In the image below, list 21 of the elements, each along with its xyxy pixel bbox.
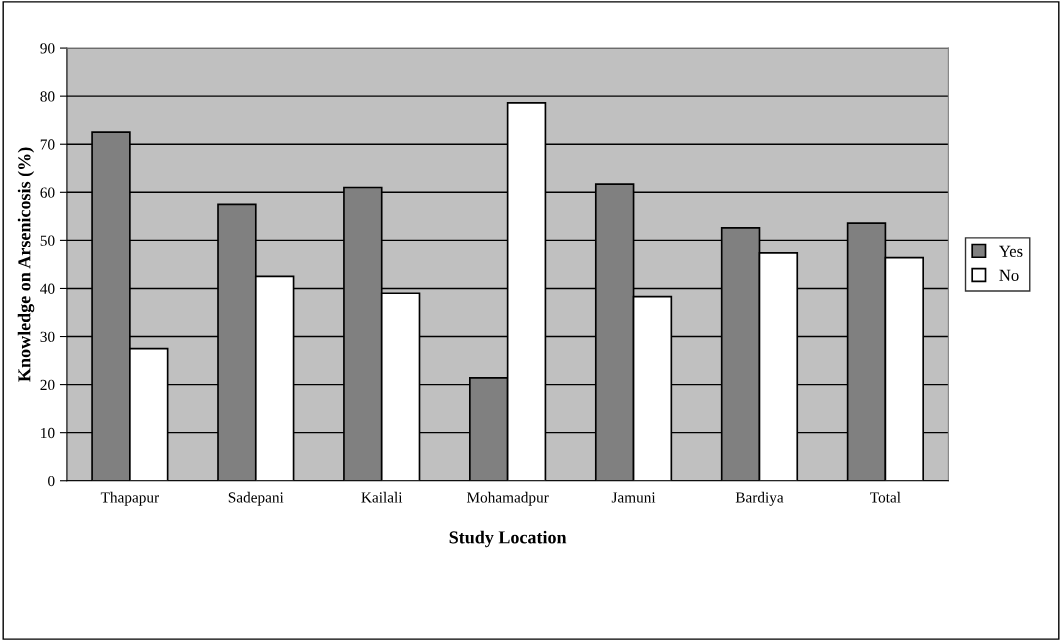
x-tick-label: Mohamadpur (466, 491, 549, 506)
legend-label: No (999, 269, 1019, 281)
y-tick-label: 0 (48, 475, 55, 487)
y-tick-label: 40 (40, 283, 55, 294)
x-axis-title: Study Location (449, 530, 567, 548)
y-tick-label: 60 (40, 187, 55, 198)
x-tick-label: Jamuni (611, 492, 656, 503)
x-tick-label: Kailali (361, 491, 403, 503)
x-tick-label: Sadepani (228, 491, 284, 506)
x-tick-label: Total (870, 491, 901, 503)
y-tick-label: 20 (40, 379, 55, 391)
y-tick-label: 70 (40, 139, 55, 150)
y-tick-label: 30 (40, 331, 55, 342)
y-tick-label: 50 (40, 235, 55, 246)
y-axis-title: Knowledge on Arsenicosis (%) (17, 147, 35, 382)
y-tick-label: 10 (41, 427, 55, 439)
x-tick-label: Bardiya (735, 491, 784, 506)
y-tick-label: 80 (40, 91, 55, 102)
legend-label: Yes (999, 245, 1023, 257)
y-tick-label: 90 (40, 43, 55, 54)
x-tick-label: Thapapur (100, 491, 159, 506)
